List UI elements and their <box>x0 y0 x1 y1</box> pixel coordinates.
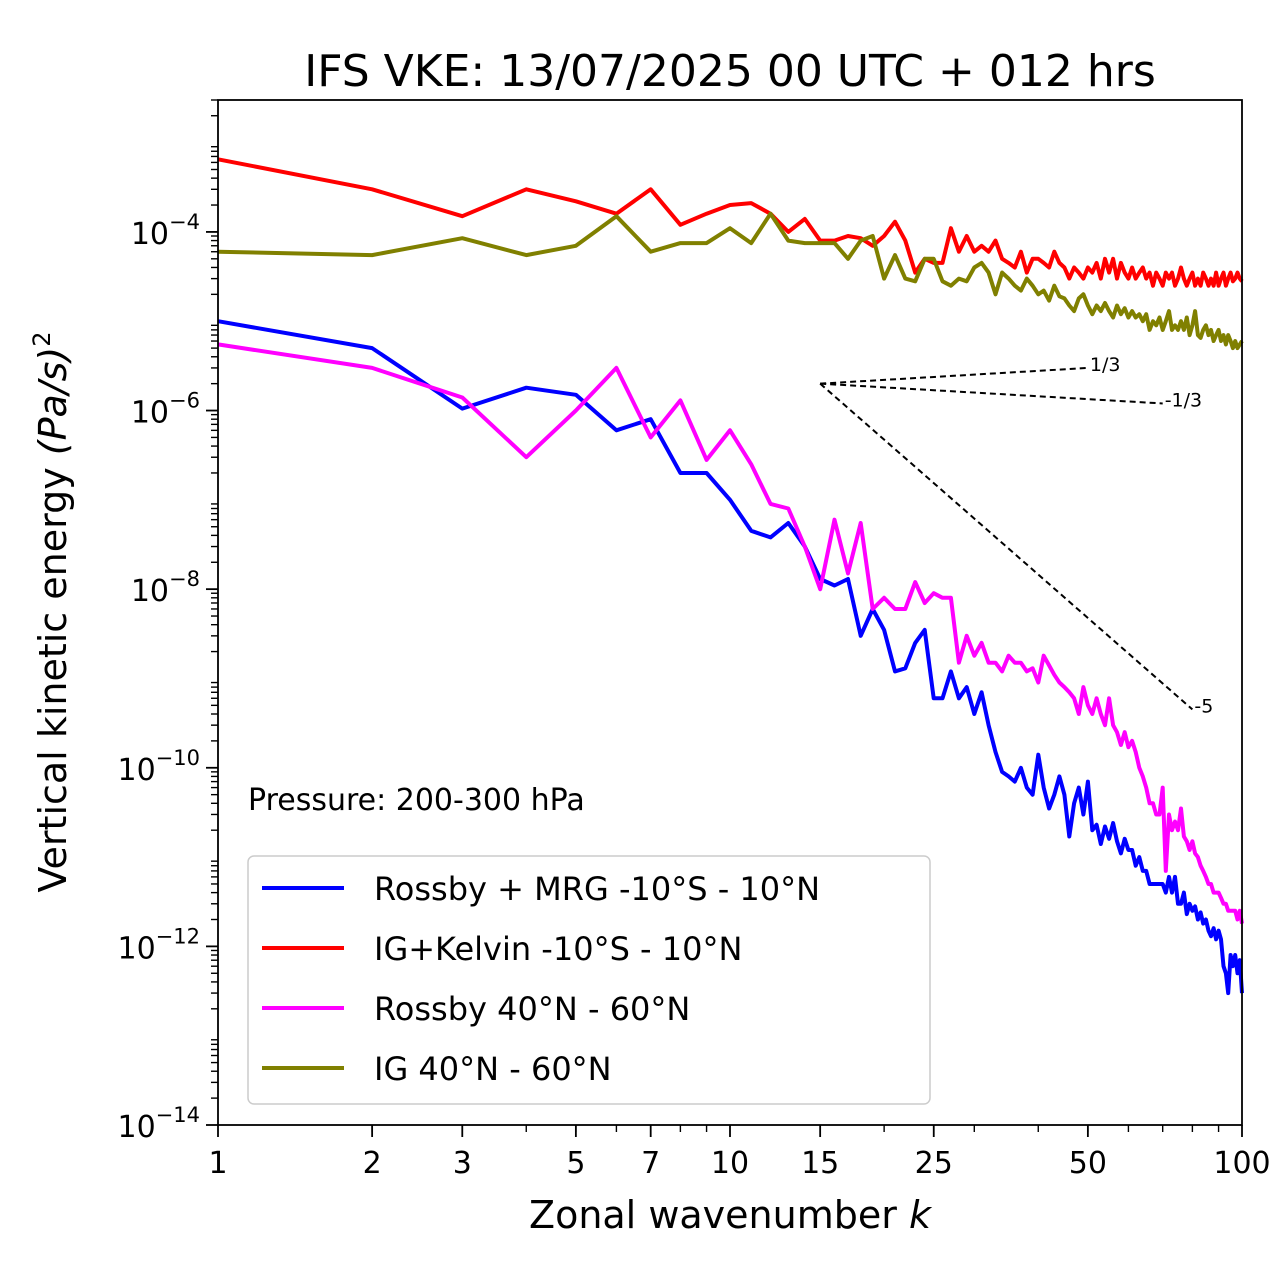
x-tick-label: 5 <box>566 1146 585 1181</box>
y-tick-label: 10−12 <box>117 924 200 966</box>
x-tick-label: 1 <box>208 1146 227 1181</box>
x-tick-label: 3 <box>453 1146 472 1181</box>
y-tick-exponent: −10 <box>156 746 200 770</box>
reference-slope-label: -1/3 <box>1165 389 1202 411</box>
y-tick-exponent: −14 <box>156 1103 200 1127</box>
legend-entry: IG 40°N - 60°N <box>262 1050 612 1088</box>
y-tick-base: 10 <box>117 931 155 966</box>
x-tick-label: 100 <box>1213 1146 1270 1181</box>
legend-entry: Rossby + MRG -10°S - 10°N <box>262 870 820 908</box>
x-tick-label: 25 <box>915 1146 953 1181</box>
reference-slope-label: 1/3 <box>1090 354 1121 376</box>
y-tick-base: 10 <box>131 396 169 431</box>
y-tick-exponent: −6 <box>169 389 200 413</box>
y-tick-base: 10 <box>131 574 169 609</box>
x-tick-label: 2 <box>363 1146 382 1181</box>
series-line <box>217 211 1244 351</box>
y-tick-label: 10−8 <box>131 567 200 609</box>
series-layer <box>217 157 1244 996</box>
x-tick-label: 7 <box>641 1146 660 1181</box>
x-tick-label: 10 <box>711 1146 749 1181</box>
legend-entry: Rossby 40°N - 60°N <box>262 990 690 1028</box>
series-line <box>217 342 1244 924</box>
x-axis-label-var: k <box>909 1193 933 1237</box>
x-axis-label-text: Zonal wavenumber <box>529 1193 897 1237</box>
y-tick-label: 10−10 <box>117 746 200 788</box>
y-tick-exponent: −12 <box>156 924 200 948</box>
y-tick-label: 10−4 <box>131 210 200 252</box>
reference-slope-line <box>820 366 1088 385</box>
y-tick-base: 10 <box>131 217 169 252</box>
y-tick-base: 10 <box>117 753 155 788</box>
legend: Rossby + MRG -10°S - 10°N IG+Kelvin -10°… <box>247 855 931 1105</box>
chart-title: IFS VKE: 13/07/2025 00 UTC + 012 hrs <box>304 46 1156 97</box>
legend-box <box>247 855 931 1105</box>
reference-slope-line <box>820 382 1163 405</box>
reference-slope-label: -5 <box>1194 695 1213 717</box>
x-axis: 1 2 3 5 7 10 15 25 50 100 <box>208 1125 1271 1181</box>
y-tick-base: 10 <box>117 1110 155 1145</box>
x-tick-label: 50 <box>1069 1146 1107 1181</box>
legend-label: IG 40°N - 60°N <box>374 1050 612 1088</box>
series-line <box>217 319 1244 996</box>
y-tick-label: 10−6 <box>131 389 200 431</box>
x-tick-label: 15 <box>801 1146 839 1181</box>
legend-entry: IG+Kelvin -10°S - 10°N <box>262 930 742 968</box>
y-axis-label: Vertical kinetic energy (Pa/s)2 <box>28 331 75 892</box>
reference-slope-line <box>819 382 1194 711</box>
y-tick-exponent: −4 <box>169 210 200 234</box>
legend-label: Rossby 40°N - 60°N <box>374 990 690 1028</box>
series-line <box>217 157 1244 288</box>
y-axis-label-text: Vertical kinetic energy <box>31 467 75 892</box>
legend-label: Rossby + MRG -10°S - 10°N <box>374 870 820 908</box>
y-axis-label-unit: (Pa/s) <box>31 347 75 455</box>
x-axis-label: Zonal wavenumber k <box>529 1193 933 1237</box>
y-tick-exponent: −8 <box>169 567 200 591</box>
y-tick-label: 10−14 <box>117 1103 200 1145</box>
y-axis-label-exponent: 2 <box>28 331 56 346</box>
reference-lines: 1/3 -1/3 -5 <box>819 354 1213 717</box>
pressure-annotation: Pressure: 200-300 hPa <box>248 783 585 818</box>
legend-label: IG+Kelvin -10°S - 10°N <box>374 930 742 968</box>
